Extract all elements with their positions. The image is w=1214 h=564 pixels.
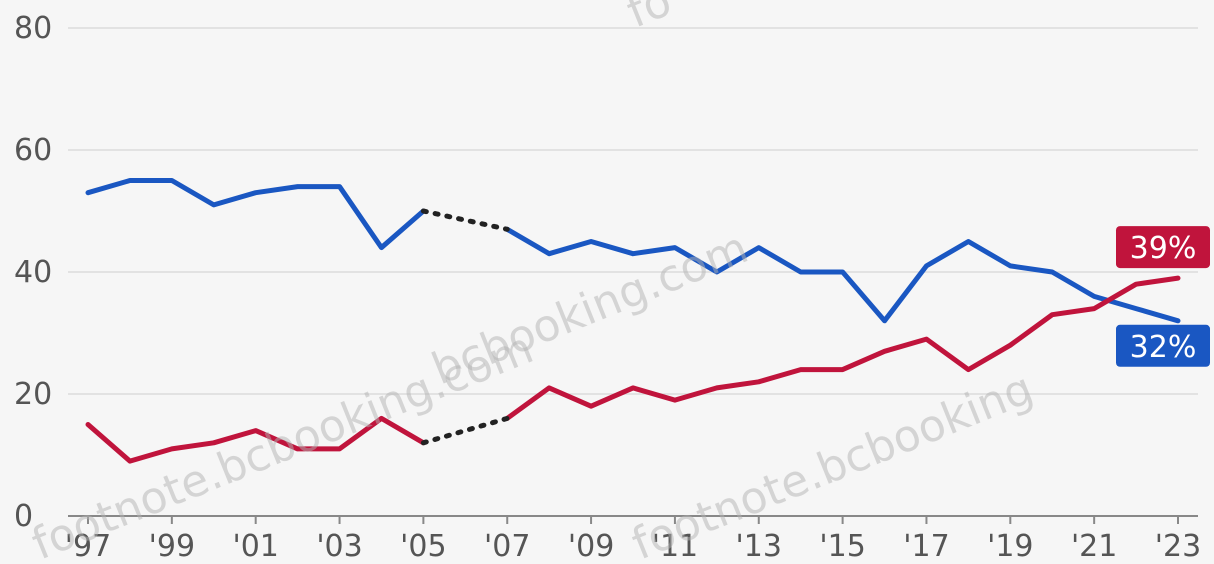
series-gap-dotted-2	[420, 415, 510, 446]
x-tick-label: '09	[568, 529, 614, 564]
x-tick-label: '17	[903, 529, 949, 564]
x-tick-label: '23	[1155, 529, 1201, 564]
watermark-text: bcbooking.com	[425, 222, 755, 395]
x-tick-label: '07	[484, 529, 530, 564]
y-tick-label: 60	[14, 133, 52, 168]
x-tick-label: '21	[1071, 529, 1117, 564]
x-tick-label: '05	[400, 529, 446, 564]
x-tick-label: '15	[819, 529, 865, 564]
y-axis: 0 20 40 60 80	[14, 11, 52, 534]
x-tick-label: '97	[65, 529, 111, 564]
series-line-2	[504, 275, 1181, 421]
x-tick-label: '01	[232, 529, 278, 564]
y-tick-label: 0	[14, 499, 33, 534]
end-label-1: 32%	[1130, 330, 1197, 365]
x-axis: '97 '99 '01 '03 '05 '07 '09 '11 '13 '15 '17 '19 '21 '…	[65, 516, 1201, 564]
end-label-2: 39%	[1130, 231, 1197, 266]
watermark-text: fo	[620, 0, 678, 38]
x-tick-label: '13	[736, 529, 782, 564]
watermark-group: footnote.bcbooking.combcbooking.comfootn…	[25, 0, 1040, 564]
x-tick-label: '99	[149, 529, 195, 564]
series-gap-dotted-1	[420, 208, 510, 232]
y-tick-label: 40	[14, 255, 52, 290]
x-tick-label: '03	[316, 529, 362, 564]
y-tick-label: 20	[14, 377, 52, 412]
x-tick-label: '19	[987, 529, 1033, 564]
end-label-box-2	[1116, 226, 1210, 269]
series-group	[85, 178, 1181, 464]
y-tick-label: 80	[14, 11, 52, 46]
series-line-2	[85, 415, 426, 464]
x-tick-label: '11	[652, 529, 698, 564]
series-line-1	[504, 226, 1181, 324]
series-line-1	[85, 178, 426, 251]
end-labels: 32% 39%	[1116, 226, 1210, 367]
end-label-box-1	[1116, 324, 1210, 367]
